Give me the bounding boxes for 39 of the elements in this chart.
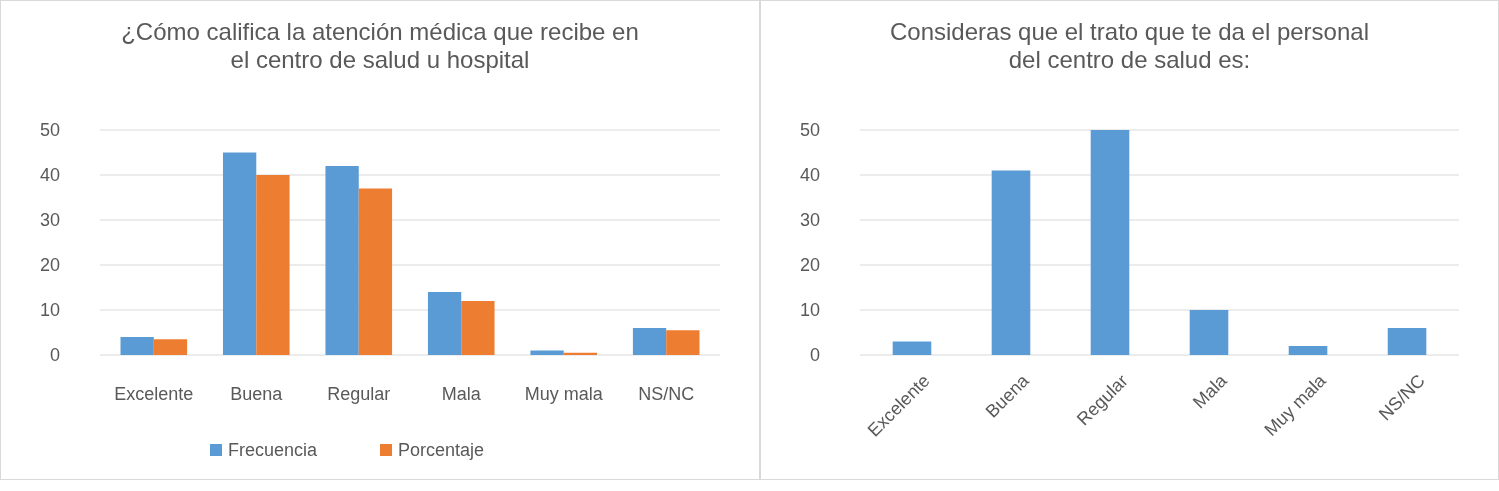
x-tick-label: Buena: [230, 384, 284, 404]
bar: [222, 152, 257, 355]
x-tick-label: Mala: [441, 384, 482, 404]
bar: [991, 170, 1031, 355]
bar: [530, 350, 564, 355]
bar: [461, 301, 495, 355]
bar: [325, 166, 359, 355]
y-tick-label: 50: [39, 120, 60, 141]
bar: [1189, 310, 1229, 355]
y-tick-label: 40: [799, 165, 820, 186]
y-tick-label: 10: [799, 300, 820, 321]
bar: [1288, 346, 1328, 355]
legend-label: Porcentaje: [398, 440, 485, 461]
bar: [153, 339, 188, 355]
y-tick-label: 0: [809, 345, 820, 366]
legend-label: Frecuencia: [228, 440, 319, 461]
y-tick-label: 20: [39, 255, 60, 276]
bar: [1387, 328, 1427, 355]
bar: [666, 330, 700, 355]
bar: [1090, 130, 1130, 355]
bar: [427, 292, 462, 355]
x-tick-label: NS/NC: [638, 384, 695, 404]
y-tick-label: 30: [799, 210, 820, 231]
chart-title: ¿Cómo califica la atención médica que recibe en el centro de salud u hospital: [121, 18, 639, 73]
bar: [120, 337, 154, 355]
bar: [892, 341, 932, 355]
bar: [632, 328, 667, 355]
y-tick-label: 0: [49, 345, 60, 366]
y-tick-label: 20: [799, 255, 820, 276]
y-tick-label: 10: [39, 300, 60, 321]
x-tick-label: Muy mala: [524, 384, 604, 404]
bar: [358, 188, 393, 355]
x-tick-label: Regular: [327, 384, 391, 404]
y-tick-label: 40: [39, 165, 60, 186]
x-tick-label: Excelente: [114, 384, 194, 404]
y-tick-label: 30: [39, 210, 60, 231]
bar: [256, 175, 290, 355]
chart-title: Consideras que el trato que te da el personal del centro de salud es:: [890, 18, 1369, 73]
y-tick-label: 50: [799, 120, 820, 141]
